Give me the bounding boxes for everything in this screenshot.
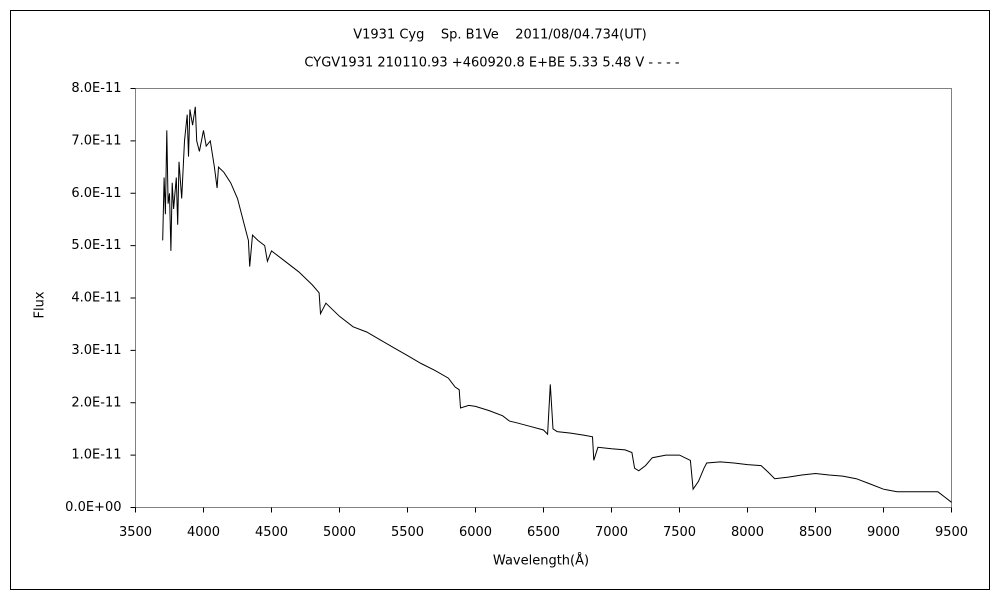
y-tick-label: 5.0E-11 <box>71 238 121 253</box>
y-tick-label: 6.0E-11 <box>71 186 121 201</box>
x-tick-label: 7000 <box>595 525 628 540</box>
y-tick-label: 4.0E-11 <box>71 291 121 306</box>
y-tick-label: 8.0E-11 <box>71 81 121 96</box>
x-tick-label: 5500 <box>391 525 424 540</box>
spectrum-line <box>162 106 952 503</box>
x-tick-label: 6500 <box>527 525 560 540</box>
x-tick-label: 4500 <box>255 525 288 540</box>
x-tick-label: 9500 <box>935 525 968 540</box>
frame <box>10 10 990 590</box>
x-tick-label: 6000 <box>459 525 492 540</box>
x-tick-label: 9000 <box>867 525 900 540</box>
y-tick-label: 2.0E-11 <box>71 395 121 410</box>
x-tick-label: 3500 <box>119 525 152 540</box>
y-tick-label: 0.0E+00 <box>65 500 121 515</box>
x-tick-label: 4000 <box>187 525 220 540</box>
x-tick-label: 8500 <box>799 525 832 540</box>
x-tick-label: 7500 <box>663 525 696 540</box>
y-tick-label: 1.0E-11 <box>71 448 121 463</box>
chart-subtitle: CYGV1931 210110.93 +460920.8 E+BE 5.33 5… <box>304 56 679 71</box>
y-axis-label: Flux <box>33 291 48 318</box>
x-tick-label: 5000 <box>323 525 356 540</box>
chart-title: V1931 Cyg Sp. B1Ve 2011/08/04.734(UT) <box>353 28 647 43</box>
y-tick-label: 3.0E-11 <box>71 343 121 358</box>
x-axis-label: Wavelength(Å) <box>493 553 589 569</box>
x-tick-label: 8000 <box>731 525 764 540</box>
y-tick-label: 7.0E-11 <box>71 133 121 148</box>
